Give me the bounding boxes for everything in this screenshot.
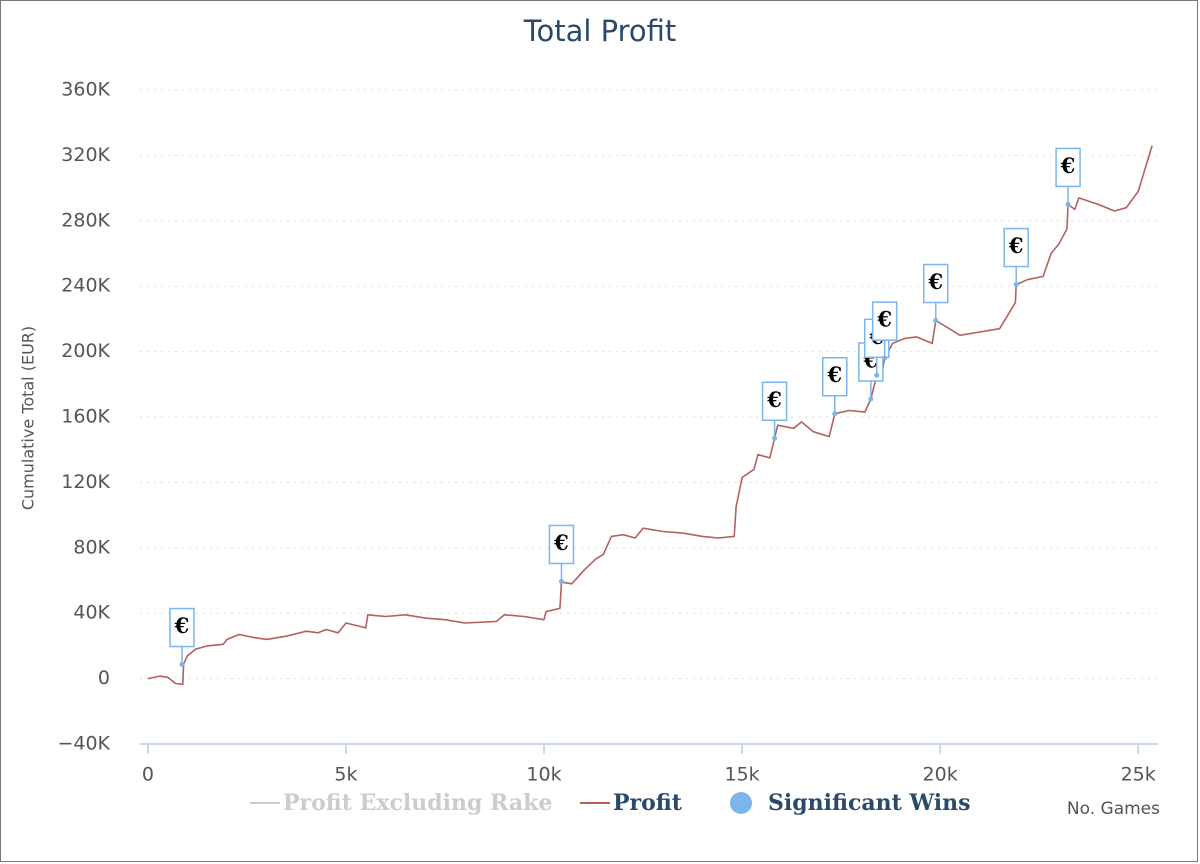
y-tick-label: 40K xyxy=(73,602,110,624)
y-tick-label: 360K xyxy=(61,79,110,101)
significant-win xyxy=(933,318,939,324)
y-tick-label: 120K xyxy=(61,471,110,493)
annotation-label: € xyxy=(927,269,943,294)
significant-win xyxy=(868,396,874,402)
x-tick-label: 0 xyxy=(142,764,154,786)
significant-win xyxy=(1065,201,1071,207)
significant-win xyxy=(179,662,185,668)
annotation-label: € xyxy=(1008,233,1024,258)
annotation-label: € xyxy=(876,307,892,332)
annotation-label: € xyxy=(553,530,569,555)
x-tick-label: 5k xyxy=(334,764,357,786)
annotation-box xyxy=(761,381,788,422)
y-tick-label: 0 xyxy=(98,667,110,689)
y-tick-label: 200K xyxy=(61,340,110,362)
significant-win xyxy=(874,372,880,378)
legend-label[interactable]: Profit Excluding Rake xyxy=(283,790,552,816)
significant-win xyxy=(1013,282,1019,288)
legend-marker xyxy=(730,792,752,814)
annotation-box xyxy=(871,301,898,341)
x-axis-title: No. Games xyxy=(1067,799,1160,819)
annotation-box xyxy=(1055,147,1081,188)
x-tick-label: 25k xyxy=(1121,764,1156,786)
y-axis-title: Cumulative Total (EUR) xyxy=(19,326,38,510)
y-tick-label: 280K xyxy=(61,209,110,231)
legend-label[interactable]: Profit xyxy=(613,790,683,816)
annotation-label: € xyxy=(766,387,782,412)
y-tick-label: 80K xyxy=(73,536,110,558)
annotation-label: € xyxy=(174,613,190,638)
y-tick-label: 160K xyxy=(61,406,110,428)
significant-win xyxy=(882,355,888,361)
chart-title: Total Profit xyxy=(523,14,677,48)
annotation-label: € xyxy=(826,362,842,387)
y-tick-label: 240K xyxy=(61,275,110,297)
annotation-box xyxy=(1003,227,1029,268)
x-tick-label: 15k xyxy=(724,764,759,786)
legend-label[interactable]: Significant Wins xyxy=(768,790,971,816)
significant-win xyxy=(832,411,838,417)
y-tick-label: 320K xyxy=(61,144,110,166)
annotation-box xyxy=(548,524,575,565)
x-tick-label: 10k xyxy=(526,764,561,786)
significant-win xyxy=(772,435,778,441)
significant-win xyxy=(558,578,564,584)
annotation-box xyxy=(169,607,195,648)
profit-line xyxy=(147,145,1153,686)
y-tick-label: −40K xyxy=(57,733,110,755)
annotation-box xyxy=(923,263,949,304)
x-tick-label: 20k xyxy=(923,764,958,786)
annotation-label: € xyxy=(1060,153,1076,178)
annotation-box xyxy=(822,356,848,397)
